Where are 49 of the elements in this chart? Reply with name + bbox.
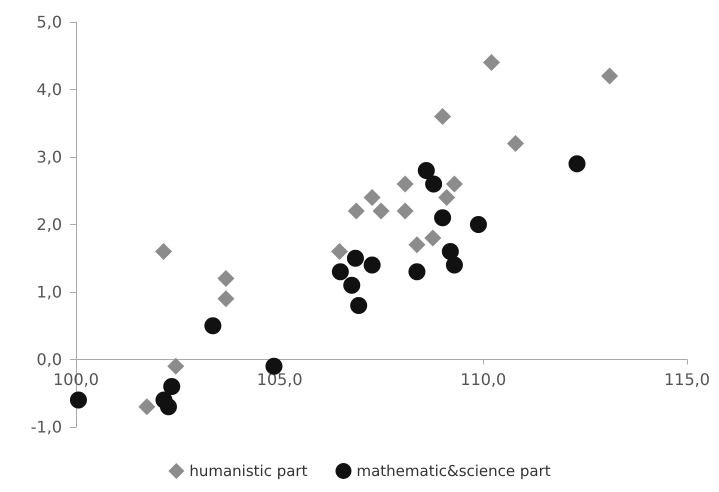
x-tick-label: 100,0 xyxy=(53,370,99,389)
x-tick-label: 115,0 xyxy=(664,370,710,389)
point xyxy=(418,162,435,179)
y-tick-label: -1,0 xyxy=(30,418,62,436)
point xyxy=(434,108,452,125)
point xyxy=(425,176,442,192)
point xyxy=(217,270,234,287)
y-tick-label: 3,0 xyxy=(36,148,62,166)
point xyxy=(482,54,500,71)
point xyxy=(138,398,156,416)
point xyxy=(343,276,360,294)
point xyxy=(350,297,368,314)
point xyxy=(438,189,456,206)
point xyxy=(331,243,348,260)
point xyxy=(424,230,442,246)
point xyxy=(163,378,180,395)
point xyxy=(408,236,426,254)
y-tick-label: 4,0 xyxy=(36,80,62,99)
point xyxy=(70,392,87,408)
point xyxy=(601,68,618,84)
point xyxy=(434,209,452,226)
point xyxy=(372,202,390,220)
point xyxy=(217,290,234,308)
point xyxy=(446,256,463,274)
point xyxy=(396,202,414,220)
point xyxy=(364,256,381,274)
legend-label: humanistic part xyxy=(189,462,308,480)
point xyxy=(204,317,222,334)
y-tick-label: 1,0 xyxy=(36,282,62,302)
y-tick-label: 2,0 xyxy=(36,215,62,234)
x-tick-label: 105,0 xyxy=(256,370,303,389)
point xyxy=(332,263,349,280)
point xyxy=(442,243,459,260)
point xyxy=(470,216,487,233)
point xyxy=(346,250,364,267)
point xyxy=(160,398,177,416)
point xyxy=(364,189,381,206)
point xyxy=(155,243,172,260)
point xyxy=(507,135,524,152)
point xyxy=(348,202,365,220)
point xyxy=(568,155,586,172)
point xyxy=(396,176,414,192)
point xyxy=(408,263,426,280)
y-tick-label: 5,0 xyxy=(36,12,62,32)
legend-label: mathematic&science part xyxy=(356,462,551,480)
point xyxy=(167,358,184,375)
y-tick-label: 0,0 xyxy=(36,350,62,369)
x-tick-label: 110,0 xyxy=(460,370,506,389)
point xyxy=(446,176,463,192)
